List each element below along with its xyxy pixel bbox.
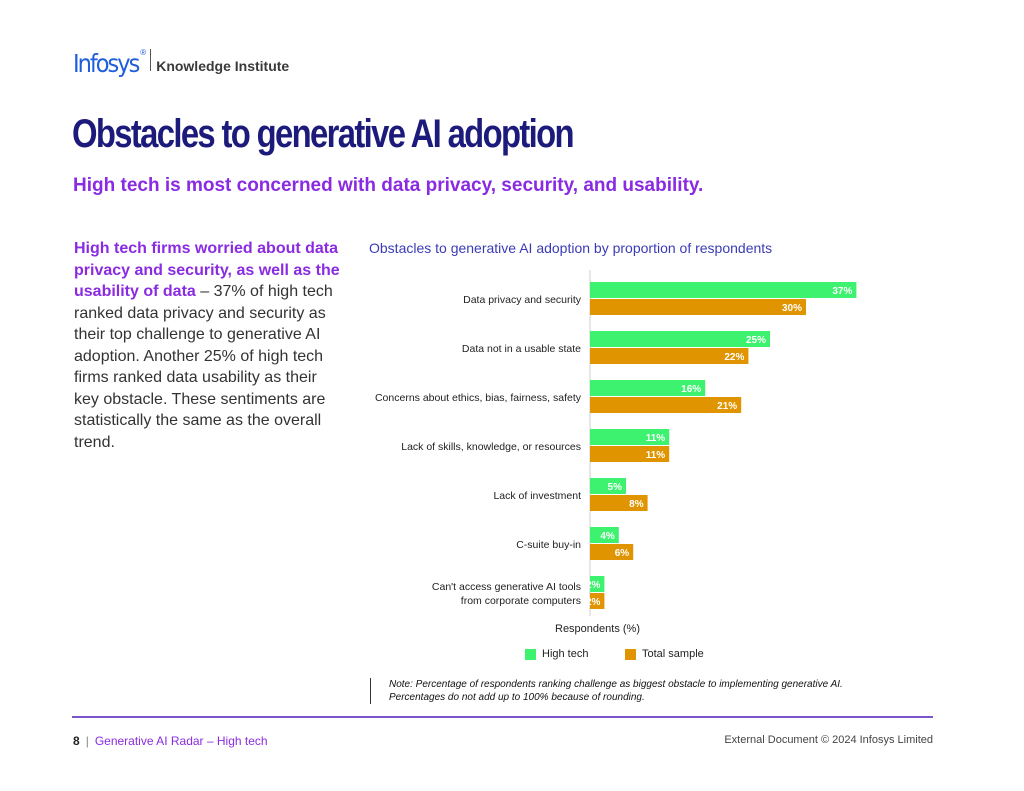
infosys-logo: Infosys ® Knowledge Institute <box>73 46 289 76</box>
value-label-total-sample: 11% <box>646 450 666 461</box>
value-label-high-tech: 25% <box>746 335 766 346</box>
bar-high-tech <box>590 576 605 592</box>
chart-title: Obstacles to generative AI adoption by p… <box>369 240 773 256</box>
value-label-high-tech: 37% <box>832 286 852 297</box>
logo-divider <box>150 49 152 71</box>
value-label-high-tech: 2% <box>586 580 601 591</box>
footer-left: 8 | Generative AI Radar – High tech <box>73 734 268 748</box>
legend-item-high-tech: High tech <box>525 648 588 660</box>
legend-swatch-total-sample <box>625 648 636 660</box>
body-lead: High tech firms worried about data priva… <box>74 240 340 300</box>
x-axis-title: Respondents (%) <box>555 623 640 635</box>
registered-mark: ® <box>140 48 147 57</box>
sub-brand: Knowledge Institute <box>156 58 290 74</box>
bar-total-sample <box>590 397 742 413</box>
value-label-total-sample: 6% <box>615 548 630 559</box>
bar-high-tech <box>590 380 706 396</box>
category-label: Data privacy and security <box>463 294 582 306</box>
value-label-total-sample: 2% <box>586 597 601 608</box>
bar-high-tech <box>590 331 770 347</box>
category-label: Lack of skills, knowledge, or resources <box>401 441 581 453</box>
value-label-high-tech: 5% <box>608 482 623 493</box>
bar-chart: Data privacy and security 37% 30% Data not … <box>375 270 857 616</box>
footer-separator: | <box>85 734 89 748</box>
value-label-total-sample: 30% <box>782 303 802 314</box>
chart-note: Note: Percentage of respondents ranking … <box>370 678 880 704</box>
value-label-high-tech: 4% <box>600 531 615 542</box>
brand-name: Infosys <box>73 49 140 78</box>
category-label: Data not in a usable state <box>462 343 581 355</box>
footer-copyright: External Document © 2024 Infosys Limited <box>724 734 933 746</box>
page-title: Obstacles to generative AI adoption <box>72 112 575 156</box>
bar-high-tech <box>590 478 626 494</box>
bar-high-tech <box>590 429 670 445</box>
legend-label-high-tech: High tech <box>542 648 589 660</box>
legend-item-total-sample: Total sample <box>625 648 704 660</box>
page-subtitle: High tech is most concerned with data pr… <box>73 175 704 196</box>
bar-total-sample <box>590 348 749 364</box>
bar-total-sample <box>590 495 648 511</box>
category-label: Lack of investment <box>493 490 581 502</box>
value-label-high-tech: 16% <box>681 384 701 395</box>
value-label-total-sample: 22% <box>724 352 744 363</box>
value-label-high-tech: 11% <box>646 433 666 444</box>
body-paragraph: High tech firms worried about data priva… <box>74 238 342 453</box>
legend-swatch-high-tech <box>525 648 536 660</box>
value-label-total-sample: 21% <box>717 401 737 412</box>
bar-total-sample <box>590 544 634 560</box>
category-label: from corporate computers <box>461 595 581 607</box>
bar-high-tech <box>590 282 857 298</box>
category-label: Concerns about ethics, bias, fairness, s… <box>375 392 582 404</box>
body-text: – 37% of high tech ranked data privacy a… <box>74 283 333 451</box>
bar-total-sample <box>590 593 605 609</box>
bar-high-tech <box>590 527 619 543</box>
footer-series-name: Generative AI Radar – High tech <box>94 734 268 748</box>
category-label: C-suite buy-in <box>516 539 581 551</box>
page-number: 8 <box>73 734 80 748</box>
footer-divider <box>72 716 933 718</box>
bar-total-sample <box>590 299 806 315</box>
category-label: Can't access generative AI tools <box>432 581 581 593</box>
value-label-total-sample: 8% <box>629 499 644 510</box>
legend-label-total-sample: Total sample <box>642 648 704 660</box>
bar-total-sample <box>590 446 670 462</box>
